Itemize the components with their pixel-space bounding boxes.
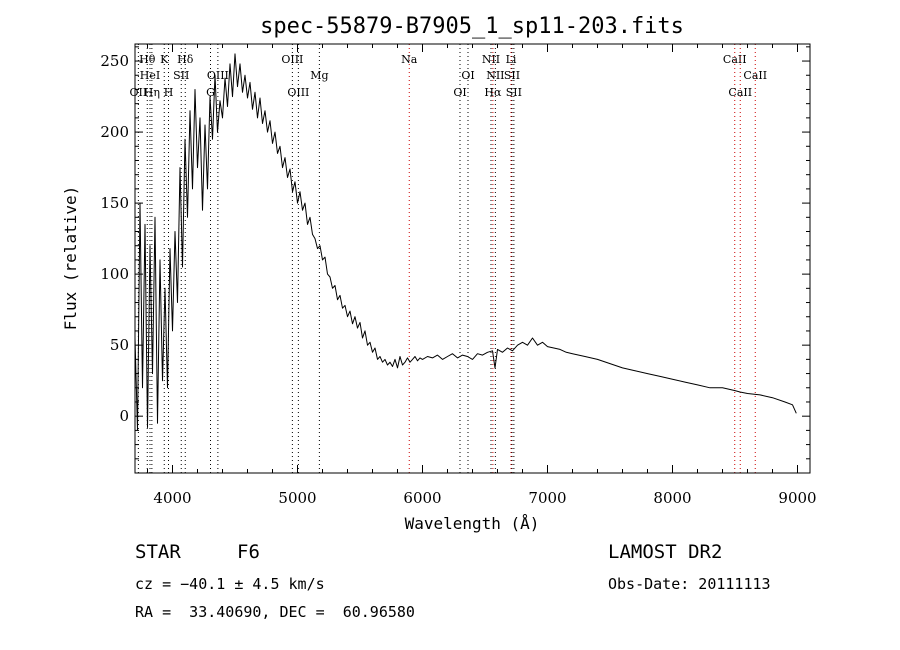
line-label-17: Hα — [484, 86, 502, 99]
x-tick-label-2: 6000 — [403, 489, 441, 507]
line-label-6: SII — [173, 69, 189, 82]
line-label-8: G — [206, 86, 215, 99]
line-label-15: OI — [461, 69, 474, 82]
line-label-5: H — [164, 86, 174, 99]
line-label-23: CaII — [728, 86, 752, 99]
line-label-24: CaII — [743, 69, 767, 82]
x-tick-label-4: 8000 — [653, 489, 691, 507]
y-tick-label-1: 50 — [110, 336, 129, 354]
object-subclass: F6 — [237, 541, 260, 563]
y-tick-label-3: 150 — [100, 194, 129, 212]
line-label-11: OIII — [287, 86, 309, 99]
object-class: STAR — [135, 541, 181, 563]
line-label-20: SII — [504, 69, 520, 82]
x-tick-label-0: 4000 — [153, 489, 191, 507]
line-label-4: K — [160, 53, 169, 66]
y-tick-label-2: 100 — [100, 265, 129, 283]
line-label-13: Na — [401, 53, 418, 66]
y-axis-label: Flux (relative) — [61, 186, 80, 331]
line-label-19: Li — [506, 53, 517, 66]
line-label-9: OIII — [207, 69, 229, 82]
y-tick-label-0: 0 — [119, 407, 129, 425]
line-label-14: OI — [453, 86, 466, 99]
y-tick-label-4: 200 — [100, 123, 129, 141]
line-label-18: NII — [486, 69, 504, 82]
redshift-readout: cz = −40.1 ± 4.5 km/s — [135, 575, 325, 593]
y-tick-label-5: 250 — [100, 52, 129, 70]
spectrum-series — [134, 53, 797, 431]
axis-ticks: 4000 5000 6000 7000 8000 9000 0 50 100 150 200 250 — [100, 44, 817, 507]
chart-title: spec-55879-B7905_1_sp11-203.fits — [260, 14, 684, 39]
line-label-3: Hη — [144, 86, 160, 99]
spectrum-line-0 — [134, 53, 797, 431]
x-axis-label: Wavelength (Å) — [405, 514, 540, 533]
line-label-10: OIII — [281, 53, 303, 66]
x-tick-label-1: 5000 — [278, 489, 316, 507]
x-tick-label-3: 7000 — [528, 489, 566, 507]
line-label-1: Hθ — [139, 53, 156, 66]
line-label-21: SII — [506, 86, 522, 99]
survey-name: LAMOST DR2 — [608, 541, 723, 563]
spectral-lines: OIIHθHeIHηKHSIIHδGOIIIOIIIOIIIMgNaOIOINI… — [130, 44, 767, 473]
observation-date: Obs-Date: 20111113 — [608, 575, 771, 593]
line-label-2: HeI — [140, 69, 160, 82]
line-label-12: Mg — [310, 69, 328, 82]
plot-frame — [134, 43, 811, 474]
line-label-22: CaII — [723, 53, 747, 66]
line-label-7: Hδ — [177, 53, 194, 66]
coordinates-readout: RA = 33.40690, DEC = 60.96580 — [135, 603, 415, 621]
x-tick-label-5: 9000 — [778, 489, 816, 507]
line-label-16: NII — [482, 53, 500, 66]
line-label-0: OII — [130, 86, 148, 99]
